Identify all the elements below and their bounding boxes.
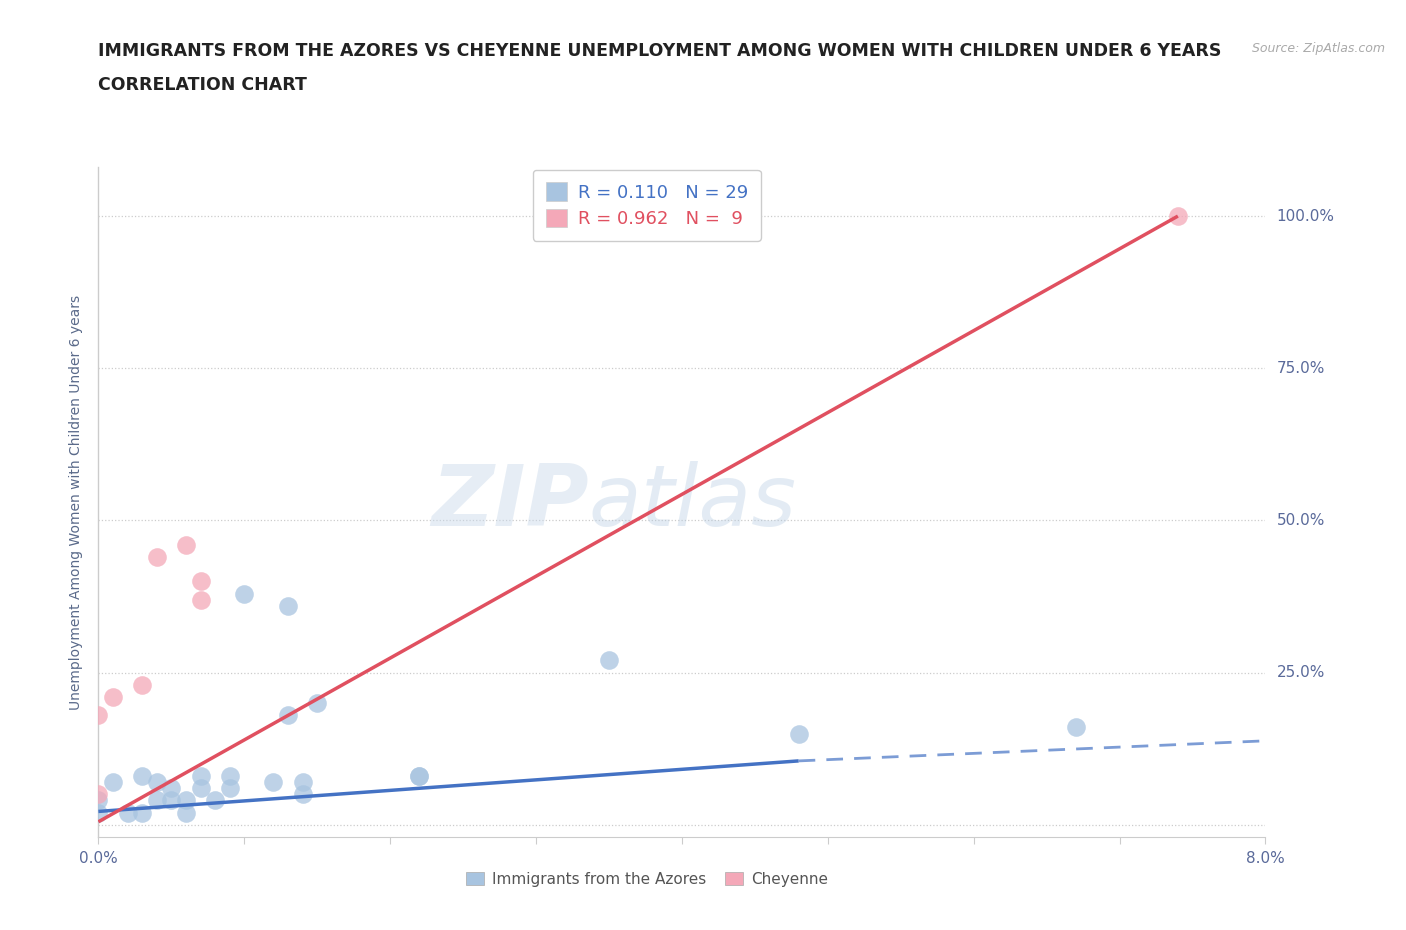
- Point: [117, 805, 139, 820]
- Point: [1167, 208, 1189, 223]
- Text: ZIP: ZIP: [430, 460, 589, 544]
- Point: [1064, 720, 1087, 735]
- Point: [131, 677, 153, 692]
- Point: [131, 805, 153, 820]
- Text: IMMIGRANTS FROM THE AZORES VS CHEYENNE UNEMPLOYMENT AMONG WOMEN WITH CHILDREN UN: IMMIGRANTS FROM THE AZORES VS CHEYENNE U…: [98, 42, 1222, 60]
- Point: [146, 793, 169, 808]
- Text: 50.0%: 50.0%: [1277, 513, 1324, 528]
- Point: [408, 769, 430, 784]
- Point: [87, 805, 110, 820]
- Point: [87, 793, 110, 808]
- Text: Source: ZipAtlas.com: Source: ZipAtlas.com: [1251, 42, 1385, 55]
- Point: [277, 708, 299, 723]
- Point: [160, 781, 183, 796]
- Text: 100.0%: 100.0%: [1277, 208, 1334, 223]
- Point: [101, 775, 124, 790]
- Point: [787, 726, 810, 741]
- Point: [160, 793, 183, 808]
- Text: 75.0%: 75.0%: [1277, 361, 1324, 376]
- Text: atlas: atlas: [589, 460, 797, 544]
- Point: [233, 586, 256, 601]
- Point: [218, 781, 240, 796]
- Point: [174, 793, 197, 808]
- Point: [190, 592, 212, 607]
- Text: CORRELATION CHART: CORRELATION CHART: [98, 76, 308, 94]
- Point: [101, 689, 124, 704]
- Point: [174, 805, 197, 820]
- Point: [307, 696, 329, 711]
- Point: [204, 793, 226, 808]
- Y-axis label: Unemployment Among Women with Children Under 6 years: Unemployment Among Women with Children U…: [69, 295, 83, 710]
- Point: [408, 769, 430, 784]
- Point: [146, 550, 169, 565]
- Point: [131, 769, 153, 784]
- Point: [218, 769, 240, 784]
- Point: [291, 775, 314, 790]
- Point: [262, 775, 284, 790]
- Point: [174, 538, 197, 552]
- Legend: Immigrants from the Azores, Cheyenne: Immigrants from the Azores, Cheyenne: [460, 866, 834, 893]
- Point: [598, 653, 620, 668]
- Point: [190, 781, 212, 796]
- Point: [277, 598, 299, 613]
- Point: [87, 787, 110, 802]
- Point: [190, 769, 212, 784]
- Point: [190, 574, 212, 589]
- Point: [87, 708, 110, 723]
- Text: 25.0%: 25.0%: [1277, 665, 1324, 680]
- Point: [146, 775, 169, 790]
- Point: [291, 787, 314, 802]
